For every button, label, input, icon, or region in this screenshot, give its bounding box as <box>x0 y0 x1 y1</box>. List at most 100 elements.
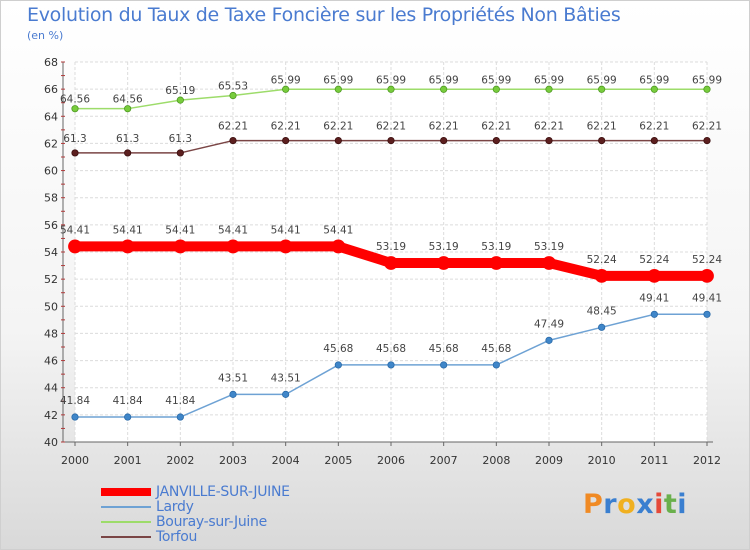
data-point <box>703 310 711 318</box>
legend-label: Bouray-sur-Juine <box>156 514 267 530</box>
data-point <box>68 239 82 254</box>
data-point <box>124 413 132 421</box>
data-label: 65.99 <box>376 74 406 86</box>
data-point <box>334 136 342 145</box>
y-tick-label: 66 <box>44 83 58 96</box>
data-label: 65.99 <box>639 74 669 86</box>
data-point <box>387 136 395 145</box>
data-point <box>71 413 79 421</box>
x-tick-label: 2005 <box>324 454 352 467</box>
data-point <box>173 239 188 254</box>
data-point <box>124 105 132 113</box>
data-label: 62.21 <box>323 121 353 133</box>
y-tick-label: 48 <box>44 327 58 340</box>
data-point <box>120 239 135 254</box>
data-label: 65.53 <box>218 81 248 93</box>
x-tick-label: 2000 <box>61 454 89 467</box>
data-point <box>598 136 606 145</box>
data-point <box>492 361 500 369</box>
data-point <box>440 85 448 93</box>
data-point <box>436 256 451 270</box>
y-axis-unit: (en %) <box>27 29 64 42</box>
x-tick-label: 2012 <box>693 454 721 467</box>
data-label: 62.21 <box>692 121 722 133</box>
data-label: 49.41 <box>639 292 669 304</box>
legend-label: Lardy <box>156 499 194 515</box>
data-label: 65.99 <box>429 74 459 86</box>
legend-swatch <box>101 521 151 523</box>
data-label: 65.99 <box>587 74 617 86</box>
proxiti-logo: Proxiti <box>583 489 687 520</box>
series-lardy: 41.84 41.84 41.84 43.51 43.51 45.68 45.68 45.68… <box>60 292 722 421</box>
data-label: 53.19 <box>376 241 406 253</box>
data-point <box>489 256 504 270</box>
data-point <box>598 85 606 93</box>
y-tick-label: 64 <box>44 110 58 123</box>
data-label: 45.68 <box>481 343 511 355</box>
data-point <box>598 323 606 331</box>
data-label: 53.19 <box>429 241 459 253</box>
data-point <box>282 390 290 398</box>
data-label: 54.41 <box>113 224 143 236</box>
x-tick-label: 2011 <box>640 454 668 467</box>
data-label: 62.21 <box>429 121 459 133</box>
data-point <box>545 136 553 145</box>
y-tick-label: 44 <box>44 382 58 395</box>
x-tick-label: 2001 <box>114 454 142 467</box>
data-label: 61.3 <box>169 133 192 145</box>
legend-swatch <box>101 488 151 496</box>
data-label: 49.41 <box>692 292 722 304</box>
x-tick-label: 2002 <box>166 454 194 467</box>
data-point <box>387 85 395 93</box>
data-point <box>440 361 448 369</box>
data-label: 65.99 <box>481 74 511 86</box>
data-label: 52.24 <box>692 254 722 266</box>
logo-letter: x <box>636 489 655 520</box>
data-point <box>331 239 346 254</box>
data-label: 41.84 <box>165 395 195 407</box>
data-point <box>387 361 395 369</box>
data-label: 65.99 <box>534 74 564 86</box>
data-point <box>650 310 658 318</box>
x-tick-label: 2008 <box>482 454 510 467</box>
data-point <box>700 268 714 283</box>
y-tick-label: 62 <box>44 137 58 150</box>
data-point <box>71 149 79 157</box>
legend-label: Torfou <box>156 529 198 545</box>
y-tick-label: 46 <box>44 355 58 368</box>
y-tick-label: 40 <box>44 436 58 449</box>
logo-letter: i <box>677 489 688 520</box>
data-label: 62.21 <box>481 121 511 133</box>
data-point <box>545 85 553 93</box>
data-point <box>545 336 553 344</box>
logo-letter: t <box>663 489 678 520</box>
data-point <box>226 239 240 254</box>
y-tick-label: 68 <box>44 56 58 69</box>
data-label: 65.99 <box>271 74 301 86</box>
data-label: 62.21 <box>639 121 669 133</box>
logo-letter: r <box>603 489 618 520</box>
data-point <box>703 136 711 145</box>
data-point <box>124 149 132 157</box>
data-label: 61.3 <box>63 133 86 145</box>
data-label: 48.45 <box>587 305 617 317</box>
data-point <box>176 413 184 421</box>
data-point <box>594 268 609 283</box>
data-label: 47.49 <box>534 318 564 330</box>
y-tick-label: 58 <box>44 192 58 205</box>
data-point <box>650 85 658 93</box>
data-label: 41.84 <box>113 395 143 407</box>
data-point <box>176 96 184 104</box>
data-label: 54.41 <box>323 224 353 236</box>
data-point <box>440 136 448 145</box>
data-point <box>282 85 290 93</box>
y-tick-label: 56 <box>44 219 58 232</box>
x-tick-label: 2009 <box>535 454 563 467</box>
data-point <box>492 136 500 145</box>
data-point <box>334 361 342 369</box>
data-point <box>229 136 237 145</box>
x-tick-label: 2003 <box>219 454 247 467</box>
data-label: 65.19 <box>165 85 195 97</box>
legend-swatch <box>101 536 151 538</box>
